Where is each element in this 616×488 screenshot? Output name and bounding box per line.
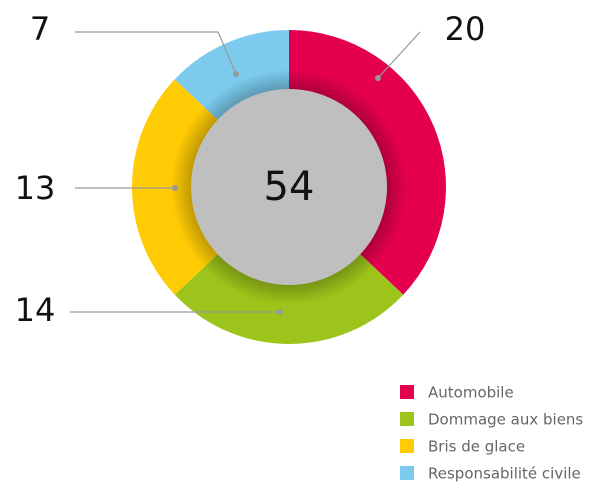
legend-swatch <box>400 466 414 480</box>
legend-swatch <box>400 439 414 453</box>
leader-dot <box>277 309 283 315</box>
data-label: 14 <box>15 291 56 329</box>
legend-label: Automobile <box>428 384 514 402</box>
leader-dot <box>375 75 381 81</box>
legend-label: Bris de glace <box>428 438 525 456</box>
data-label: 13 <box>15 169 56 207</box>
data-label: 20 <box>445 10 486 48</box>
leader-dot <box>172 185 178 191</box>
legend-label: Dommage aux biens <box>428 411 583 429</box>
leader-line <box>377 31 421 79</box>
donut-segment <box>289 30 447 295</box>
legend-swatch <box>400 412 414 426</box>
leader-dot <box>233 71 239 77</box>
leader-line <box>75 31 237 75</box>
data-label: 7 <box>30 10 50 48</box>
center-label: 54 <box>264 164 315 210</box>
legend-label: Responsabilité civile <box>428 465 581 483</box>
donut-segment <box>174 254 404 344</box>
legend-swatch <box>400 385 414 399</box>
